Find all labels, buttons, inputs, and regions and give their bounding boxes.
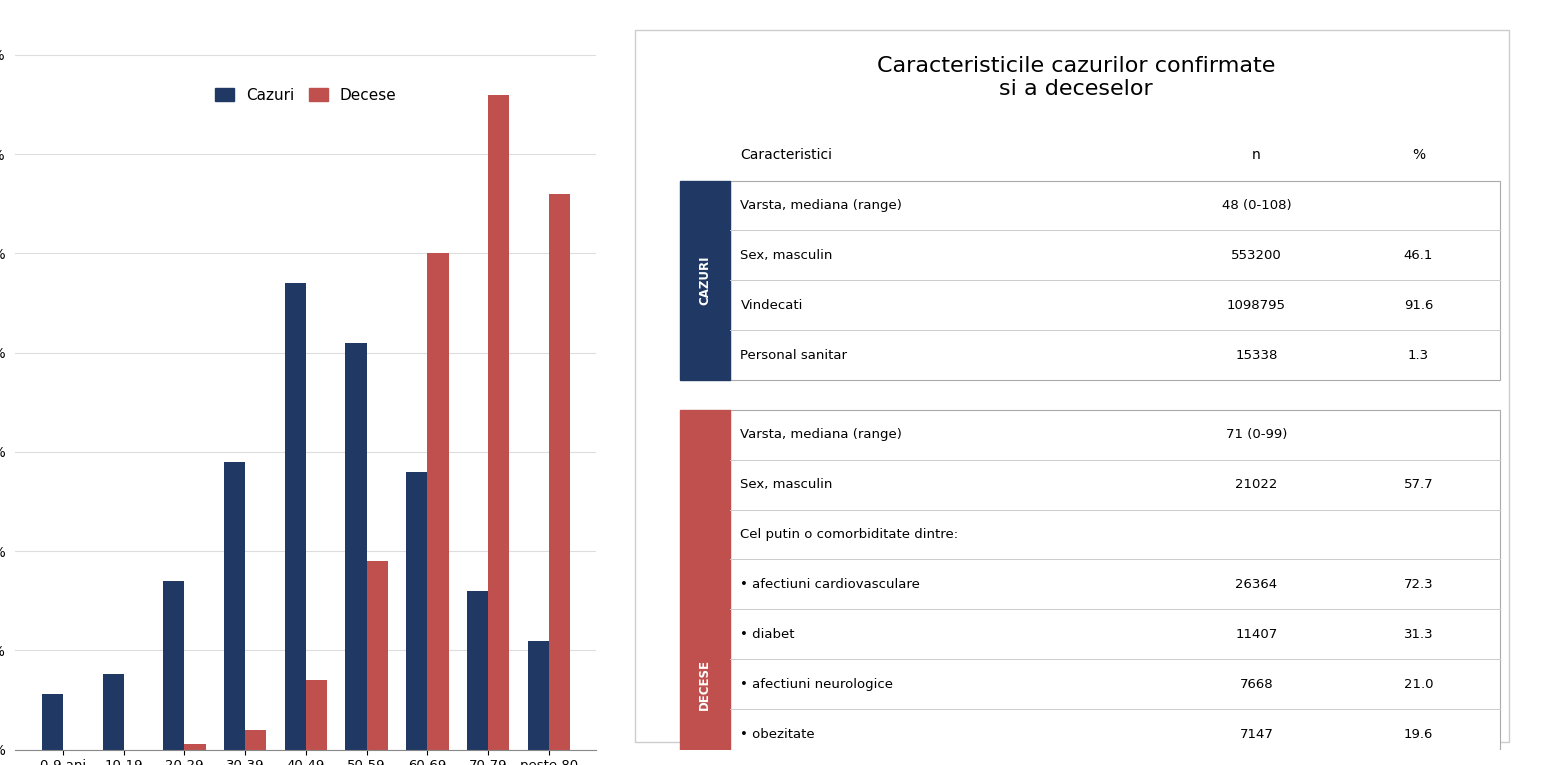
Text: DECESE: DECESE — [699, 659, 711, 710]
Text: Varsta, mediana (range): Varsta, mediana (range) — [740, 199, 902, 212]
Bar — [185, 744, 205, 750]
Text: n: n — [1252, 148, 1261, 162]
Bar — [729, 181, 1499, 380]
Text: • obezitate: • obezitate — [740, 728, 816, 741]
Text: Sex, masculin: Sex, masculin — [740, 249, 833, 262]
Bar — [245, 730, 267, 750]
Bar — [102, 674, 123, 750]
Bar — [224, 462, 245, 750]
Text: • diabet: • diabet — [740, 628, 796, 641]
Bar — [680, 410, 729, 765]
Bar — [345, 343, 367, 750]
Text: 91.6: 91.6 — [1403, 299, 1433, 312]
Bar — [729, 410, 1499, 765]
Text: 48 (0-108): 48 (0-108) — [1221, 199, 1291, 212]
Text: 46.1: 46.1 — [1403, 249, 1433, 262]
Text: Varsta, mediana (range): Varsta, mediana (range) — [740, 428, 902, 441]
Bar — [42, 694, 63, 750]
Text: 11407: 11407 — [1235, 628, 1277, 641]
Bar — [489, 95, 509, 750]
Text: 1.3: 1.3 — [1408, 349, 1429, 362]
Text: CAZURI: CAZURI — [699, 256, 711, 305]
Bar — [367, 562, 389, 750]
Text: 7147: 7147 — [1240, 728, 1274, 741]
Text: 7668: 7668 — [1240, 678, 1274, 691]
Bar — [680, 181, 729, 380]
Bar — [527, 640, 549, 750]
Bar — [163, 581, 185, 750]
Text: 71 (0-99): 71 (0-99) — [1226, 428, 1288, 441]
Text: Sex, masculin: Sex, masculin — [740, 478, 833, 491]
Text: 72.3: 72.3 — [1403, 578, 1434, 591]
Bar — [549, 194, 571, 750]
Text: 553200: 553200 — [1231, 249, 1281, 262]
Legend: Cazuri, Decese: Cazuri, Decese — [210, 82, 402, 109]
Text: Cel putin o comorbiditate dintre:: Cel putin o comorbiditate dintre: — [740, 528, 959, 541]
Bar — [427, 253, 449, 750]
Text: 15338: 15338 — [1235, 349, 1278, 362]
Text: Vindecati: Vindecati — [740, 299, 803, 312]
Text: 21.0: 21.0 — [1403, 678, 1433, 691]
Bar — [285, 283, 305, 750]
Text: Caracteristici: Caracteristici — [740, 148, 833, 162]
Text: 21022: 21022 — [1235, 478, 1278, 491]
Text: 31.3: 31.3 — [1403, 628, 1434, 641]
Text: Personal sanitar: Personal sanitar — [740, 349, 848, 362]
Text: • afectiuni cardiovasculare: • afectiuni cardiovasculare — [740, 578, 921, 591]
Text: 19.6: 19.6 — [1403, 728, 1433, 741]
Text: 57.7: 57.7 — [1403, 478, 1434, 491]
Text: 1098795: 1098795 — [1227, 299, 1286, 312]
Bar — [406, 472, 427, 750]
Text: %: % — [1412, 148, 1425, 162]
Text: • afectiuni neurologice: • afectiuni neurologice — [740, 678, 893, 691]
Text: 26364: 26364 — [1235, 578, 1277, 591]
Bar — [467, 591, 489, 750]
Bar — [305, 680, 327, 750]
Text: Caracteristicile cazurilor confirmate
si a deceselor: Caracteristicile cazurilor confirmate si… — [877, 56, 1275, 99]
